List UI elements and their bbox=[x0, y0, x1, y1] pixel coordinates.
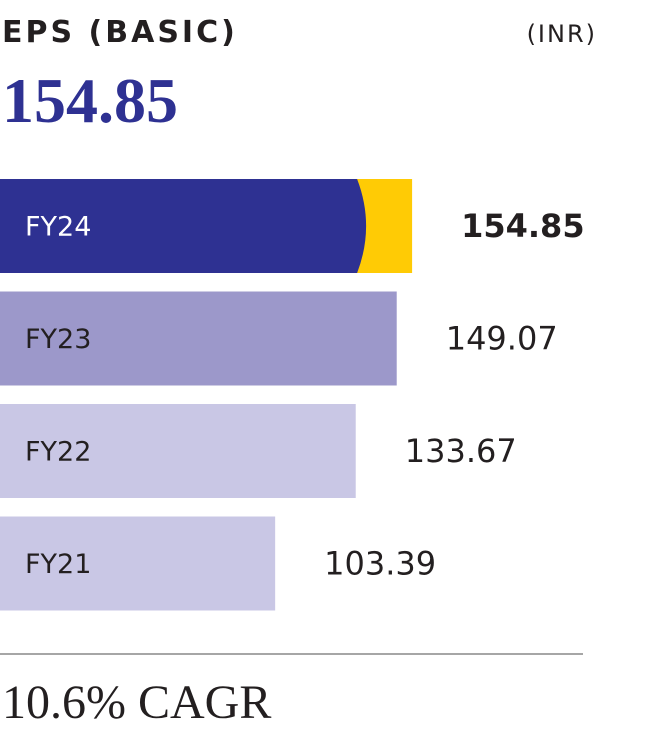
footer: 10.6% CAGR bbox=[2, 676, 271, 729]
category-label: FY22 bbox=[25, 437, 91, 468]
value-label: 149.07 bbox=[446, 320, 558, 358]
value-label: 133.67 bbox=[405, 432, 517, 470]
category-label: FY24 bbox=[25, 212, 91, 243]
bar-fill bbox=[0, 179, 367, 273]
unit-label: (INR) bbox=[527, 20, 597, 48]
category-label: FY23 bbox=[25, 324, 91, 355]
value-label: 154.85 bbox=[461, 207, 584, 245]
chart-title: EPS (BASIC) bbox=[2, 15, 238, 50]
bar bbox=[0, 404, 356, 498]
bar bbox=[0, 516, 276, 611]
value-label: 103.39 bbox=[324, 545, 436, 583]
category-label: FY21 bbox=[25, 549, 91, 580]
bar bbox=[0, 291, 397, 386]
headline-value: 154.85 bbox=[2, 65, 178, 136]
